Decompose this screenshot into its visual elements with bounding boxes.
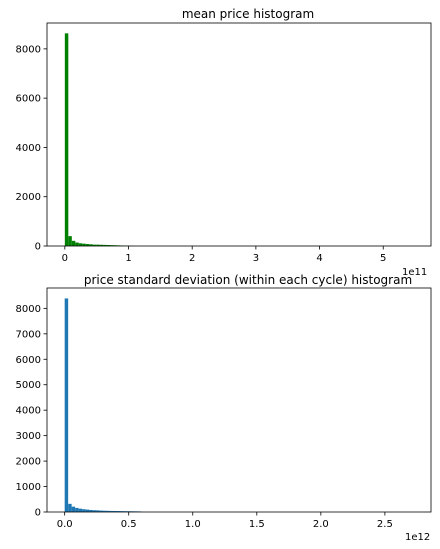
histogram-bar xyxy=(82,509,86,512)
histogram-bar xyxy=(103,510,107,512)
x-tick-label: 0.5 xyxy=(121,519,137,530)
histogram-bar xyxy=(116,511,121,512)
mean-price-histogram: mean price histogram 0 2000 4000 6000 8000 0… xyxy=(16,7,432,278)
y-tick-label: 8000 xyxy=(16,304,41,315)
histogram-bar xyxy=(92,510,97,512)
histogram-bar xyxy=(78,508,83,512)
x-tick-label: 1 xyxy=(125,253,131,264)
x-tick-label: 2.5 xyxy=(377,519,393,530)
histogram-bar xyxy=(120,511,124,512)
price-std-histogram: price standard deviation (within each cy… xyxy=(16,273,432,543)
histogram-bar xyxy=(113,510,117,512)
histogram-bar xyxy=(71,506,76,512)
x-tick-label: 2 xyxy=(189,253,195,264)
x-tick-label: 3 xyxy=(253,253,259,264)
histogram-bar xyxy=(68,503,72,512)
histogram-bar xyxy=(75,242,79,246)
plot-frame xyxy=(46,287,432,513)
x-tick-label: 0 xyxy=(62,253,68,264)
histogram-bar xyxy=(75,507,79,512)
x-axis: 0 1 2 3 4 5 xyxy=(62,246,386,264)
histogram-bar xyxy=(92,244,97,246)
histogram-bar xyxy=(110,245,114,246)
histogram-bar xyxy=(109,510,114,512)
histogram-bar xyxy=(106,245,111,246)
plot-frame xyxy=(46,22,432,247)
histogram-bar xyxy=(96,244,100,246)
histogram-bar xyxy=(99,510,103,512)
y-tick-label: 6000 xyxy=(16,355,41,366)
y-tick-label: 0 xyxy=(35,242,41,253)
histogram-bar xyxy=(96,510,100,512)
x-tick-label: 0.0 xyxy=(57,519,73,530)
y-tick-label: 1000 xyxy=(16,482,41,493)
x-tick-label: 2.0 xyxy=(313,519,329,530)
histogram-bar xyxy=(106,510,110,512)
y-tick-label: 7000 xyxy=(16,329,41,340)
y-axis: 0 2000 4000 6000 8000 xyxy=(16,44,47,253)
histogram-bar xyxy=(78,243,83,246)
histogram-bar xyxy=(71,240,76,246)
y-tick-label: 5000 xyxy=(16,380,41,391)
histogram-bars xyxy=(64,298,142,512)
histogram-bar xyxy=(103,244,107,246)
histogram-bar xyxy=(64,33,69,246)
y-tick-label: 4000 xyxy=(16,406,41,417)
histogram-bar xyxy=(82,243,86,246)
x-tick-label: 4 xyxy=(316,253,322,264)
chart-title: mean price histogram xyxy=(182,7,314,21)
x-offset-label: 1e12 xyxy=(405,532,430,543)
y-tick-label: 2000 xyxy=(16,192,41,203)
y-tick-label: 6000 xyxy=(16,94,41,105)
y-axis: 0 1000 2000 3000 4000 5000 6000 7000 8000 xyxy=(16,304,47,519)
x-offset-label: 1e11 xyxy=(402,267,427,278)
histogram-bar xyxy=(99,244,104,246)
histogram-bar xyxy=(85,244,90,246)
histogram-bar xyxy=(64,298,69,512)
y-tick-label: 2000 xyxy=(16,457,41,468)
x-tick-label: 5 xyxy=(380,253,386,264)
histogram-bar xyxy=(85,509,90,512)
y-tick-label: 4000 xyxy=(16,143,41,154)
chart-title: price standard deviation (within each cy… xyxy=(84,273,412,287)
histogram-bar xyxy=(123,511,128,512)
histogram-bar xyxy=(89,509,93,512)
x-tick-label: 1.0 xyxy=(185,519,201,530)
x-axis: 0.0 0.5 1.0 1.5 2.0 2.5 xyxy=(57,512,393,530)
y-tick-label: 8000 xyxy=(16,44,41,55)
y-tick-label: 3000 xyxy=(16,431,41,442)
histogram-bars xyxy=(64,33,135,246)
histogram-bar xyxy=(89,244,93,246)
x-tick-label: 1.5 xyxy=(249,519,265,530)
y-tick-label: 0 xyxy=(35,508,41,519)
histogram-bar xyxy=(68,236,72,246)
